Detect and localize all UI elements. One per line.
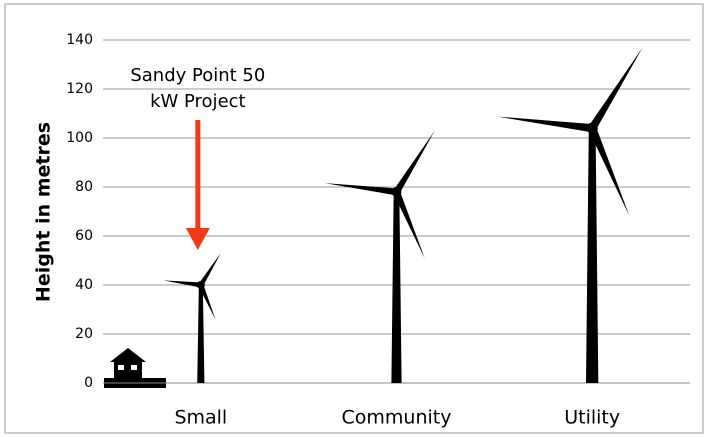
annotation: Sandy Point 50 [130,65,265,86]
hub [392,187,402,197]
y-tick-label: 40 [75,277,93,293]
chart: Height in metres 0 20 40 60 80 100 120 140 Small… [0,0,708,437]
y-tick-label: 140 [66,32,93,48]
chart-border [5,4,703,433]
y-tick-label: 60 [75,228,93,244]
y-tick-label: 100 [66,130,93,146]
hub [197,281,205,289]
y-tick-label: 80 [75,179,93,195]
x-tick-label: Small [174,407,227,429]
y-tick-label: 120 [66,81,93,97]
x-tick-label: Utility [564,407,620,429]
x-tick-label: Community [342,407,452,429]
y-tick-label: 20 [75,326,93,342]
hub [587,123,598,134]
annotation: kW Project [150,91,246,112]
y-axis-label: Height in metres [33,122,55,302]
page: {"chart_data": {"type": "turbine", "y_la… [0,0,708,437]
y-tick-label: 0 [84,375,93,391]
